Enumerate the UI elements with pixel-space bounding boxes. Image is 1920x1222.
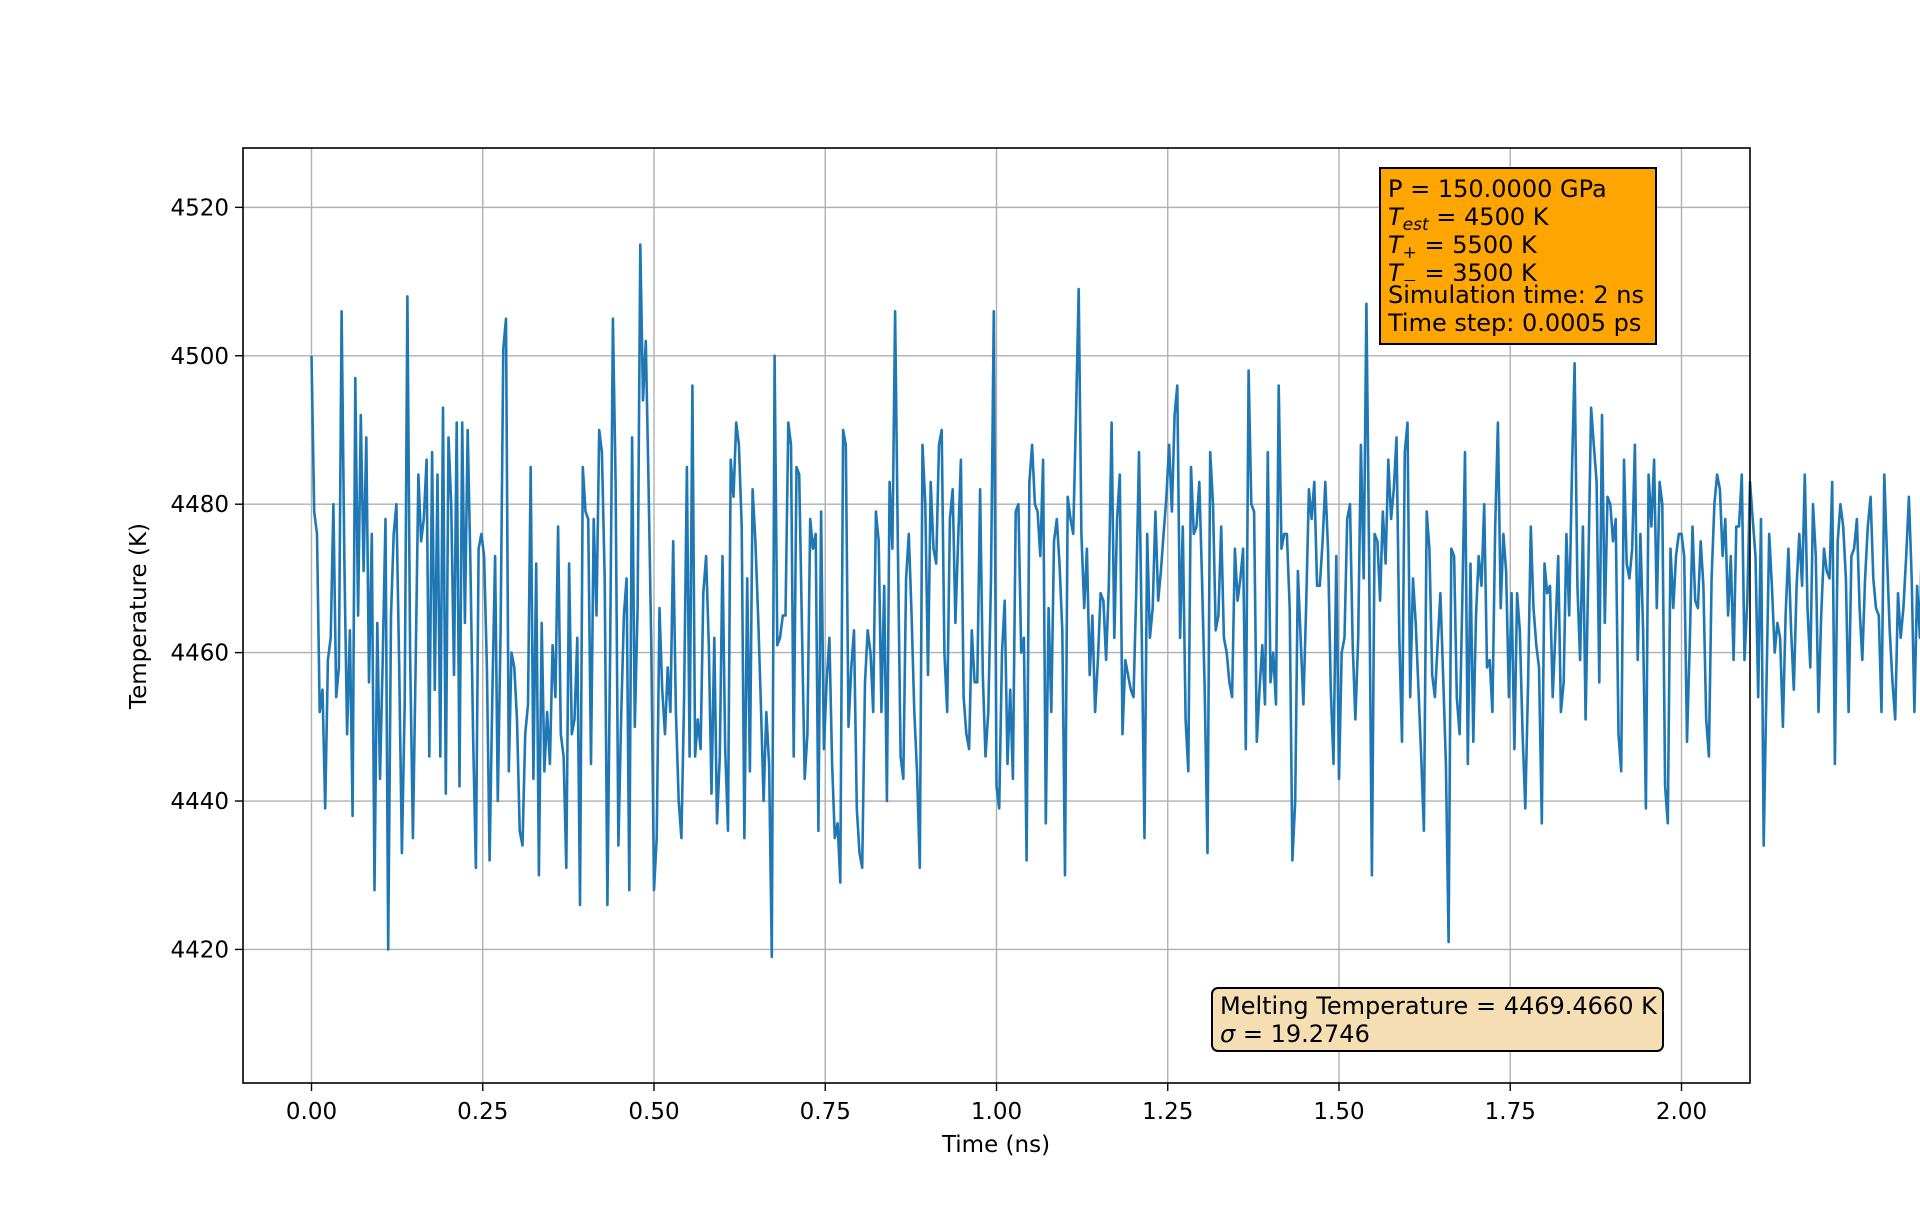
melting-temperature-text: Melting Temperature = 4469.4660 K: [1220, 992, 1657, 1020]
time-step-text: Time step: 0.0005 ps: [1388, 309, 1642, 337]
y-tick-label: 4420: [170, 937, 229, 963]
simulation-time-text: Simulation time: 2 ns: [1388, 281, 1645, 309]
sigma-text: σ = 19.2746: [1220, 1020, 1370, 1048]
x-tick-label: 1.00: [971, 1099, 1022, 1125]
y-axis: 4420 4440 4460 4480 4500 4520: [170, 195, 243, 963]
pressure-text: P = 150.0000 GPa: [1388, 175, 1607, 203]
y-tick-label: 4480: [170, 492, 229, 518]
x-axis-label: Time (ns): [941, 1132, 1050, 1158]
x-tick-label: 2.00: [1656, 1099, 1707, 1125]
x-tick-label: 1.50: [1313, 1099, 1364, 1125]
x-tick-label: 1.25: [1142, 1099, 1193, 1125]
melting-temperature-box: Melting Temperature = 4469.4660 K σ = 19…: [1211, 987, 1664, 1052]
t-plus-text: T+ = 5500 K: [1388, 231, 1537, 259]
x-tick-label: 0.50: [628, 1099, 679, 1125]
y-tick-label: 4440: [170, 789, 229, 815]
x-axis: 0.00 0.25 0.50 0.75 1.00 1.25 1.50 1.75 2.00: [286, 1083, 1707, 1125]
x-tick-label: 1.75: [1485, 1099, 1536, 1125]
x-tick-label: 0.25: [457, 1099, 508, 1125]
x-tick-label: 0.00: [286, 1099, 337, 1125]
series-layer: [310, 243, 1920, 959]
y-tick-label: 4500: [170, 344, 229, 370]
y-axis-label: Temperature (K): [126, 523, 152, 710]
parameters-box: P = 150.0000 GPa Test = 4500 K T+ = 5500…: [1379, 167, 1657, 345]
y-tick-label: 4460: [170, 641, 229, 667]
y-tick-label: 4520: [170, 195, 229, 221]
t-minus-text: T− = 3500 K: [1388, 259, 1537, 281]
x-tick-label: 0.75: [800, 1099, 851, 1125]
t-est-text: Test = 4500 K: [1388, 203, 1549, 231]
temperature-series-line: [310, 243, 1920, 959]
